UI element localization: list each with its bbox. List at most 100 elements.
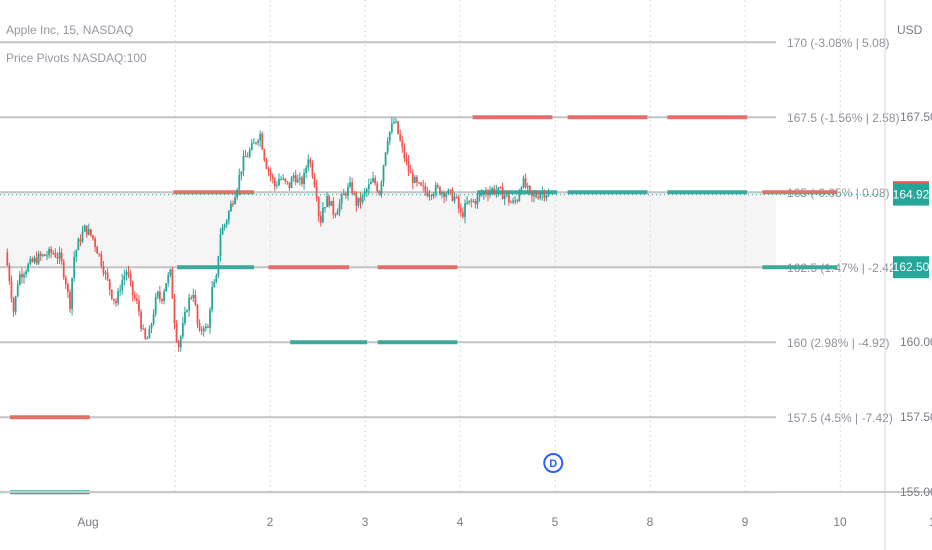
candle-up (152, 314, 155, 324)
candle-down (422, 185, 425, 187)
candle-down (344, 193, 347, 196)
candle-down (194, 294, 197, 305)
candle-down (207, 326, 209, 328)
candle-up (384, 152, 387, 166)
candle-down (418, 182, 420, 184)
level-label: 162.5 (1.47% | -2.42) (787, 261, 900, 275)
candle-down (60, 252, 63, 262)
price-tag-last (893, 183, 929, 206)
candle-down (108, 279, 111, 290)
candle-up (221, 227, 224, 235)
candle-up (225, 220, 228, 225)
candle-up (125, 271, 128, 276)
candle-up (246, 156, 249, 158)
candle-up (526, 185, 529, 188)
candle-up (73, 256, 76, 279)
symbol-title[interactable]: Apple Inc, 15, NASDAQ (6, 23, 134, 37)
candle-up (71, 278, 73, 309)
level-label: 167.5 (-1.56% | 2.58) (787, 111, 900, 125)
candle-up (257, 140, 259, 143)
candle-down (232, 203, 234, 205)
candle-down (311, 163, 314, 177)
candle-up (259, 133, 262, 141)
candle-up (533, 194, 535, 197)
candle-up (447, 189, 450, 194)
candle-down (288, 182, 291, 188)
candle-down (10, 281, 13, 299)
candle-up (248, 149, 251, 157)
candle-down (85, 225, 88, 235)
candle-up (466, 202, 468, 204)
candle-down (530, 190, 533, 197)
candle-down (294, 175, 297, 183)
candle-up (242, 155, 245, 172)
candle-down (426, 191, 429, 197)
candle-up (150, 323, 153, 329)
candle-down (133, 295, 136, 299)
candle-down (69, 291, 71, 309)
candle-up (165, 283, 168, 292)
candle-down (96, 246, 99, 254)
candle-down (39, 253, 42, 256)
candle-up (48, 248, 50, 256)
candle-down (407, 160, 410, 172)
candle-down (474, 200, 477, 205)
candle-down (6, 252, 9, 266)
y-tick-label: 157.50 (900, 410, 932, 424)
candle-down (8, 265, 11, 282)
candle-down (507, 194, 510, 203)
candle-up (278, 179, 280, 186)
x-tick-label: 4 (457, 515, 464, 529)
candle-up (253, 142, 255, 144)
candle-up (326, 196, 328, 208)
candle-up (27, 264, 30, 272)
candle-up (119, 290, 122, 292)
candle-up (357, 197, 360, 206)
candle-down (35, 257, 38, 264)
candle-down (528, 185, 531, 191)
candle-up (491, 188, 494, 192)
candle-up (363, 191, 366, 196)
x-tick-label: 3 (362, 515, 369, 529)
candle-down (411, 173, 414, 183)
candle-up (211, 287, 214, 310)
candle-up (41, 254, 44, 256)
candle-up (148, 328, 151, 339)
candle-up (154, 297, 157, 315)
candle-up (240, 171, 243, 175)
candle-up (453, 196, 456, 201)
candle-up (361, 195, 364, 203)
candle-up (503, 195, 506, 200)
candle-down (261, 133, 264, 150)
candle-down (493, 188, 496, 194)
candle-up (188, 297, 191, 311)
candle-down (501, 187, 504, 200)
candle-down (54, 253, 57, 258)
price-tag-162 (893, 256, 929, 279)
indicator-title[interactable]: Price Pivots NASDAQ:100 (6, 51, 147, 65)
candle-up (223, 224, 226, 228)
candle-down (158, 291, 161, 300)
candle-up (296, 179, 299, 183)
candle-down (100, 254, 103, 266)
candle-down (537, 196, 540, 199)
candle-down (439, 186, 441, 195)
candle-up (390, 123, 393, 132)
candle-up (388, 131, 391, 142)
candle-up (545, 195, 548, 198)
candle-down (21, 274, 23, 278)
candle-down (499, 187, 502, 189)
candle-up (276, 185, 278, 187)
candle-up (432, 194, 435, 196)
candle-down (313, 176, 316, 187)
candle-down (436, 185, 439, 187)
candle-down (319, 215, 322, 223)
candle-up (192, 294, 195, 298)
candle-down (449, 189, 452, 191)
candle-up (87, 229, 90, 235)
candle-up (46, 255, 48, 257)
candle-down (487, 193, 489, 196)
candle-up (25, 271, 27, 275)
